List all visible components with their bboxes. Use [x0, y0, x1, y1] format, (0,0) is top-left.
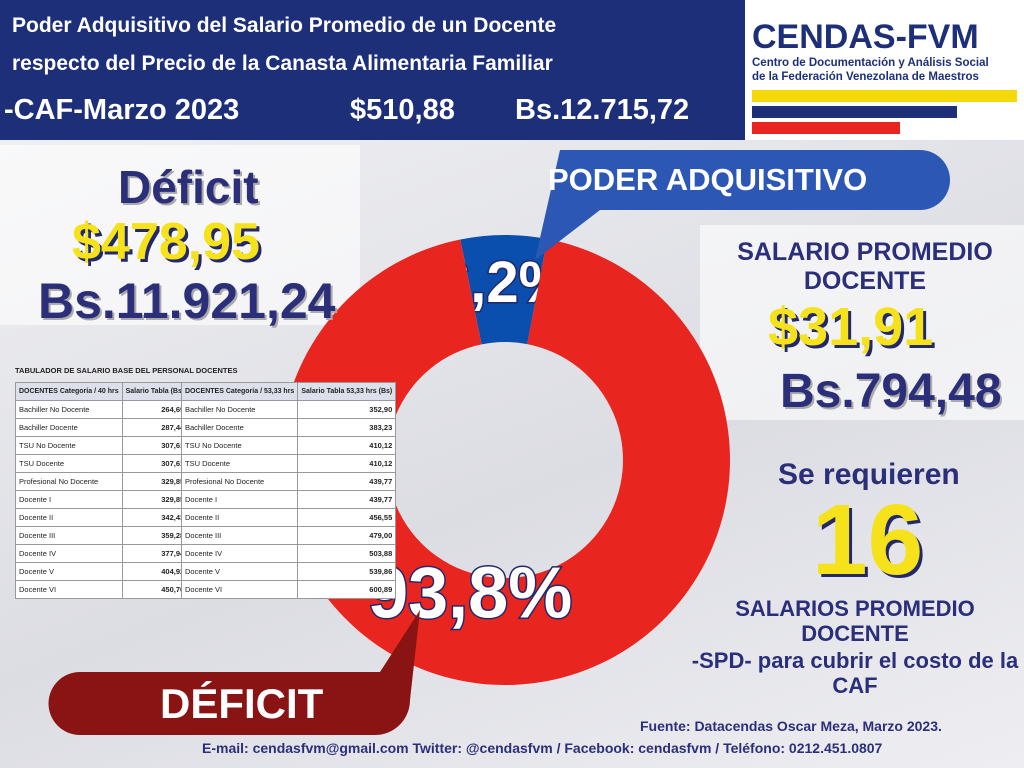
caf-usd: $510,88 [350, 94, 455, 126]
table-cell: Docente II [15, 508, 123, 527]
table-cell: 503,88 [297, 544, 397, 563]
table-header: DOCENTES Categoría / 40 hrs [15, 382, 123, 401]
table-cell: 410,12 [297, 454, 397, 473]
deficit-bs: Bs.11.921,24 [38, 273, 336, 329]
contact: E-mail: cendasfvm@gmail.com Twitter: @ce… [202, 740, 883, 756]
table-cell: Docente VI [15, 580, 123, 599]
logo-name: CENDAS-FVM [752, 18, 979, 56]
table-cell: Bachiller Docente [180, 418, 299, 437]
table-cell: 479,00 [297, 526, 397, 545]
table-cell: Bachiller No Docente [180, 400, 299, 419]
table-right: DOCENTES Categoría / 53,33 hrs Salario Ta… [180, 382, 397, 599]
table-cell: 456,55 [297, 508, 397, 527]
table-cell: Docente V [180, 562, 299, 581]
deficit-panel [0, 145, 360, 325]
table-cell: 307,61 [121, 436, 189, 455]
table-cell: 329,85 [121, 490, 189, 509]
caf-label: -CAF-Marzo 2023 [4, 94, 240, 126]
required-text: SALARIOS PROMEDIO DOCENTE [735, 596, 975, 646]
table-cell: TSU Docente [180, 454, 299, 473]
table-cell: 383,23 [297, 418, 397, 437]
table-cell: 352,90 [297, 400, 397, 419]
table-cell: TSU Docente [15, 454, 123, 473]
header-band [0, 0, 745, 140]
table-cell: Profesional No Docente [15, 472, 123, 491]
table-cell: Docente IV [15, 544, 123, 563]
table-cell: 404,92 [121, 562, 189, 581]
flag-yellow [752, 90, 1017, 102]
table-cell: Docente V [15, 562, 123, 581]
table-cell: 450,70 [121, 580, 189, 599]
table-cell: 377,94 [121, 544, 189, 563]
table-cell: Bachiller Docente [15, 418, 123, 437]
table-cell: 264,69 [121, 400, 189, 419]
table-cell: Profesional No Docente [180, 472, 299, 491]
table-cell: 539,86 [297, 562, 397, 581]
table-cell: TSU No Docente [15, 436, 123, 455]
flag-blue [752, 106, 957, 118]
table-cell: Docente VI [180, 580, 299, 599]
callout-label: PODER ADQUISITIVO [548, 162, 868, 197]
callout-blue [535, 150, 950, 260]
table-header: Salario Tabla (Bs) [121, 382, 189, 401]
table-cell: 359,28 [121, 526, 189, 545]
table-cell: 600,89 [297, 580, 397, 599]
source: Fuente: Datacendas Oscar Meza, Marzo 202… [640, 718, 942, 734]
logo-line: de la Federación Venezolana de Maestros [752, 71, 979, 83]
table-cell: 329,85 [121, 472, 189, 491]
header-line: Poder Adquisitivo del Salario Promedio d… [12, 14, 557, 37]
table-cell: Docente I [180, 490, 299, 509]
salary-panel [700, 225, 1024, 420]
table-cell: Docente III [15, 526, 123, 545]
table-cell: 439,77 [297, 490, 397, 509]
deficit-usd: $478,95 [72, 213, 260, 271]
table-cell: Docente III [180, 526, 299, 545]
table-cell: Docente II [180, 508, 299, 527]
table-cell: Docente IV [180, 544, 299, 563]
table-cell: Docente I [15, 490, 123, 509]
table-header: Salario Tabla 53,33 hrs (Bs) [297, 382, 397, 401]
salary-title: SALARIO PROMEDIO DOCENTE [737, 238, 993, 295]
table-header: DOCENTES Categoría / 53,33 hrs [180, 382, 299, 401]
required-count: 16 [812, 484, 924, 596]
required-intro: Se requieren [778, 458, 960, 491]
table-cell: 307,61 [121, 454, 189, 473]
callout-label: DÉFICIT [160, 680, 324, 727]
table-cell: 287,44 [121, 418, 189, 437]
table-cell: 410,12 [297, 436, 397, 455]
deficit-title: Déficit [118, 161, 259, 213]
salary-table: DOCENTES Categoría / 53,33 hrs Salario Ta… [180, 382, 397, 599]
table-cell: TSU No Docente [180, 436, 299, 455]
required-text: -SPD- para cubrir el costo de la CAF [691, 648, 1019, 698]
table-left: DOCENTES Categoría / 40 hrs Salario Tabla… [15, 382, 189, 599]
logo-line: Centro de Documentación y Análisis Socia… [752, 57, 989, 69]
salary-bs: Bs.794,48 [780, 365, 1002, 418]
value-label: 93,8% [368, 554, 572, 634]
salary-table: DOCENTES Categoría / 40 hrs Salario Tabla… [15, 382, 189, 599]
caf-bs: Bs.12.715,72 [515, 94, 690, 126]
flag-red [752, 122, 900, 134]
header-line: respecto del Precio de la Canasta Alimen… [12, 52, 553, 75]
table-cell: 439,77 [297, 472, 397, 491]
salary-usd: $31,91 [768, 297, 934, 357]
callout-red [48, 610, 421, 735]
table-cell: Bachiller No Docente [15, 400, 123, 419]
table-title: TABULADOR DE SALARIO BASE DEL PERSONAL D… [15, 366, 238, 375]
table-cell: 342,43 [121, 508, 189, 527]
slice [460, 235, 548, 345]
